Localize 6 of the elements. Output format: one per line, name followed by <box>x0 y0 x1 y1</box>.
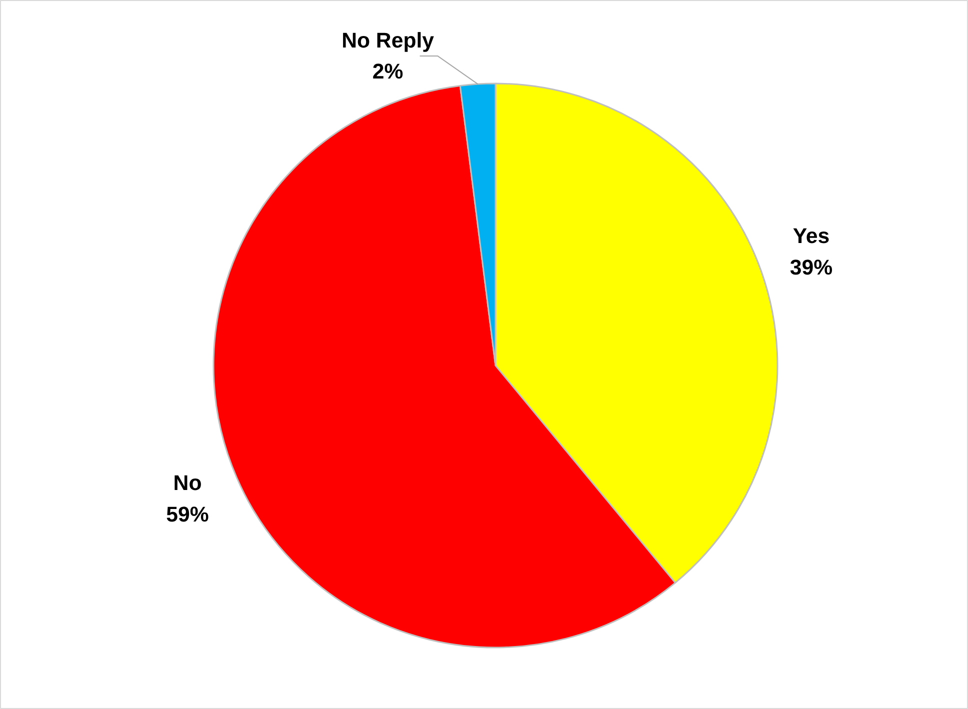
data-label: 39% <box>790 255 833 280</box>
slice-label: No <box>173 471 202 496</box>
slice-label: Yes <box>792 224 830 248</box>
data-label: 59% <box>166 502 209 526</box>
slice-label: No Reply <box>342 28 434 52</box>
data-label: 2% <box>372 60 404 84</box>
